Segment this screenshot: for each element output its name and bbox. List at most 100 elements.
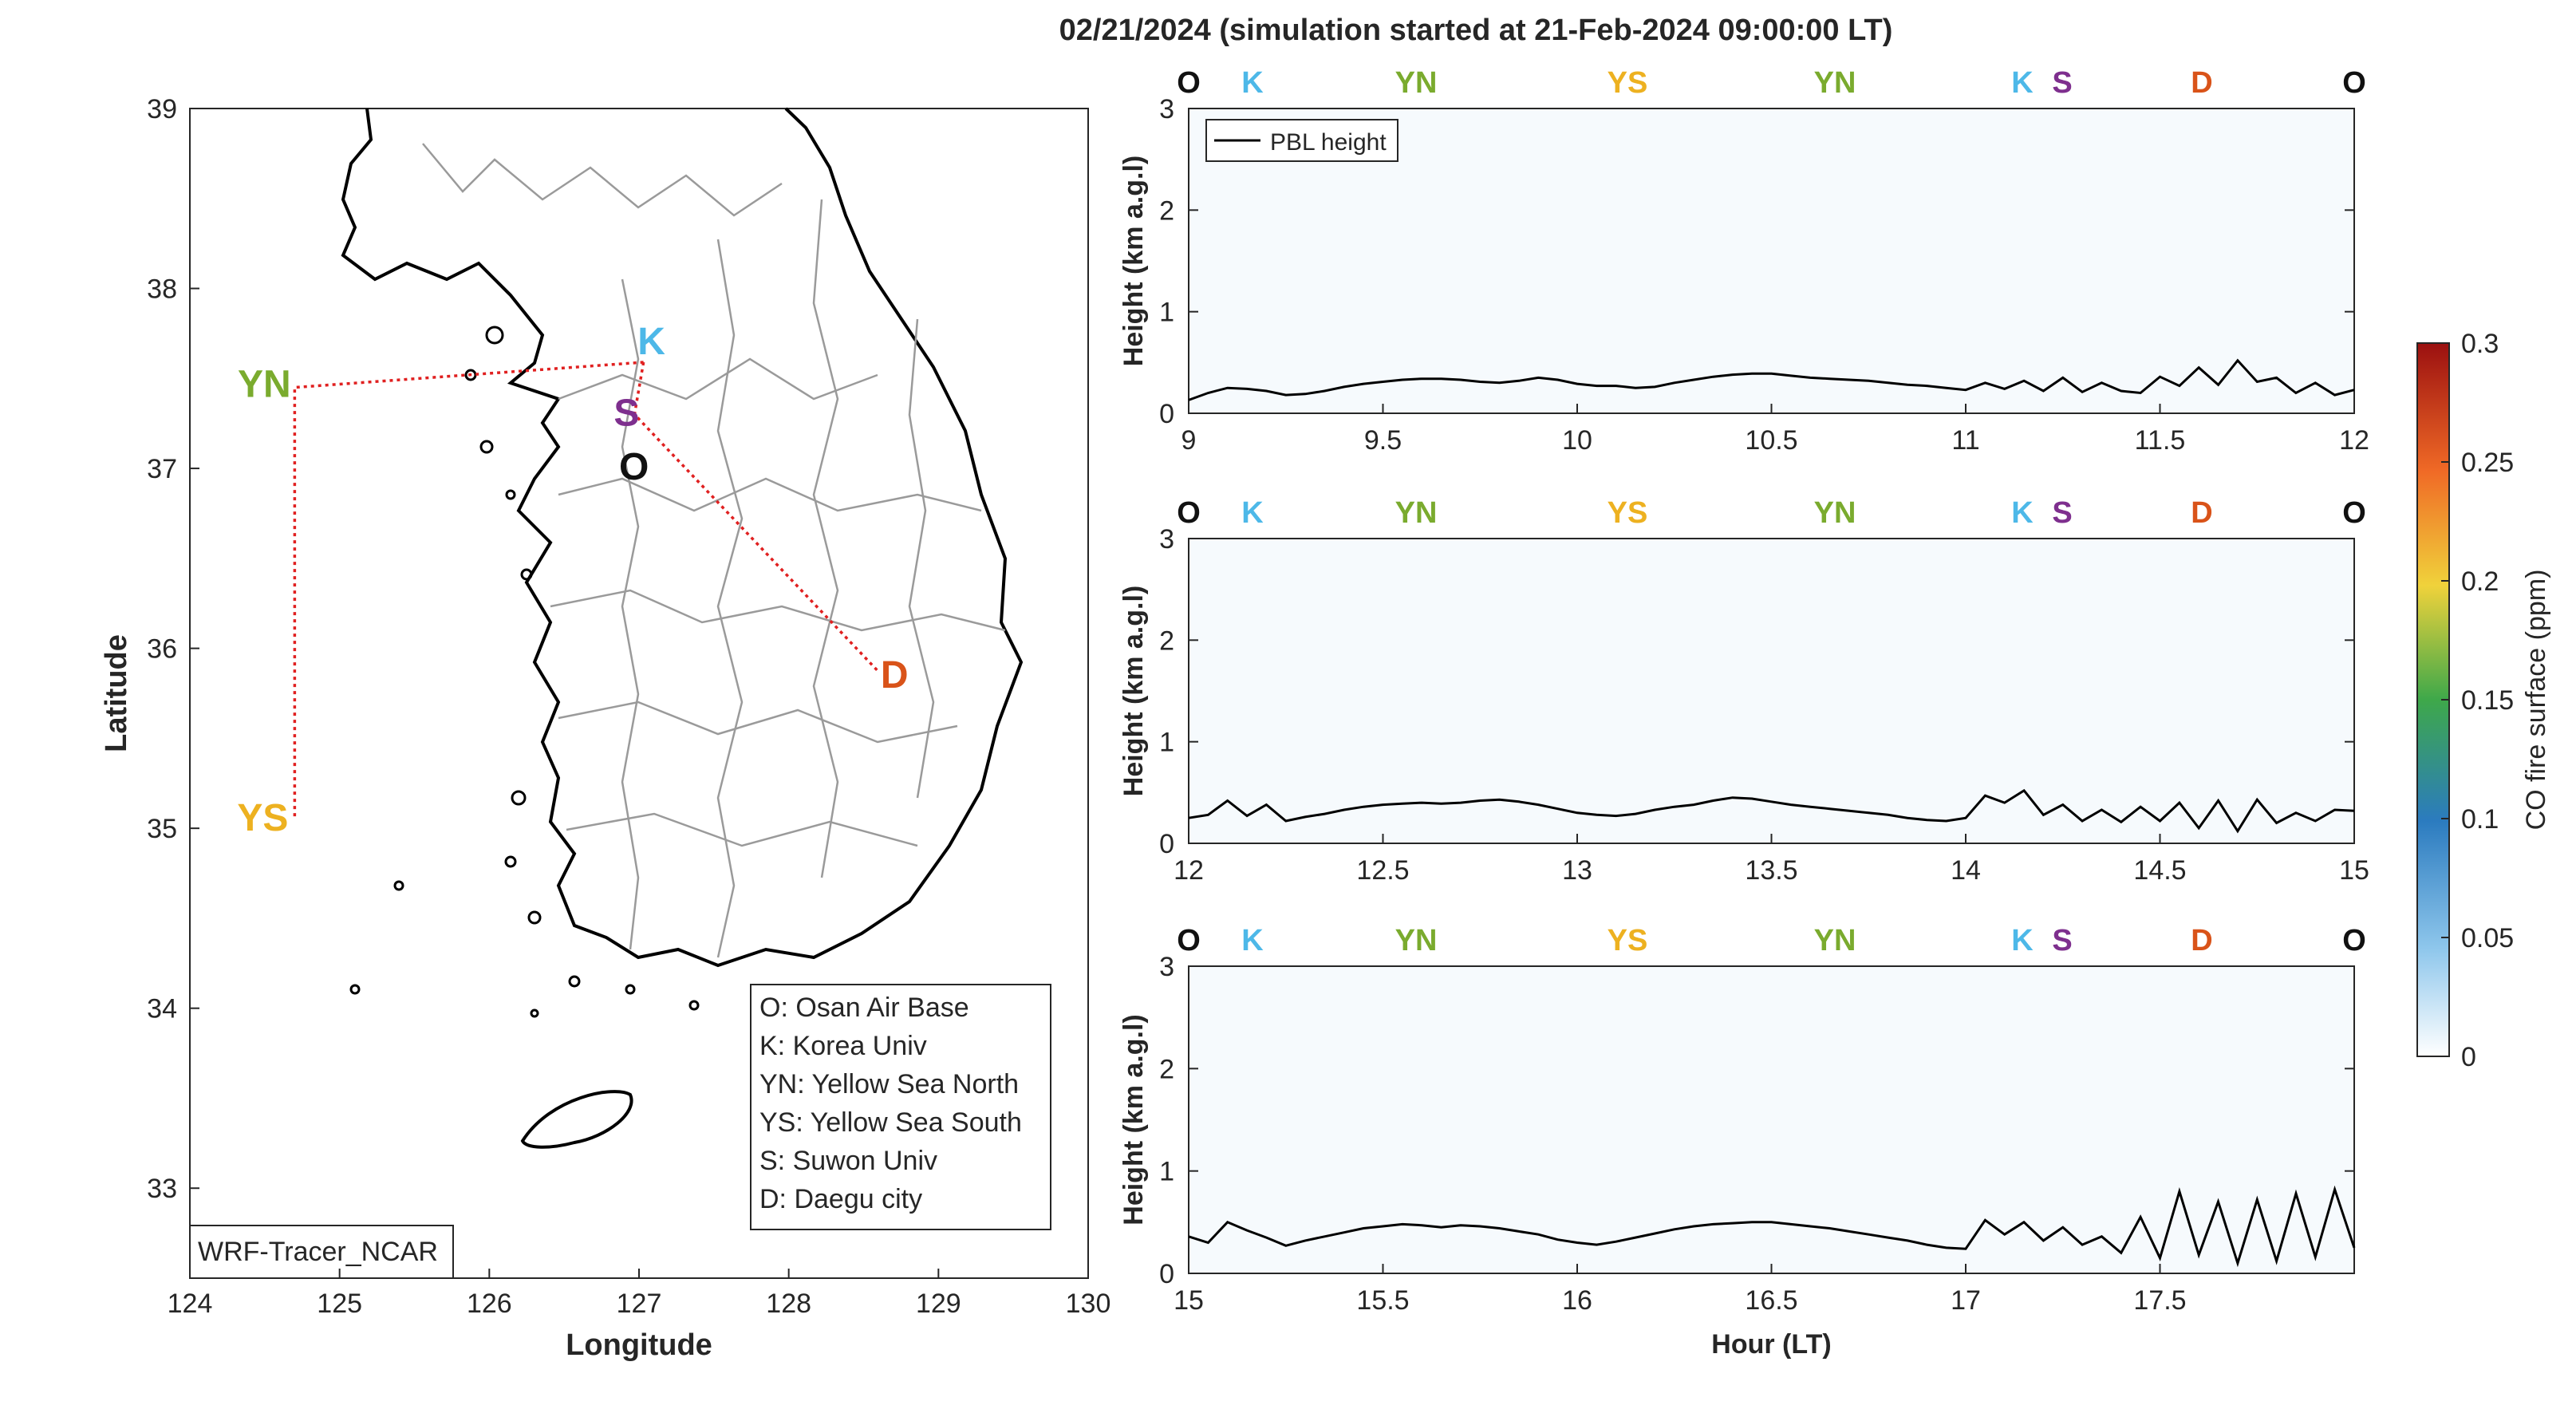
pbl-panel-3: O K YN YS YN K S D O15 15.5 16 16.5 17 17.50123Height… [1118,924,2366,1360]
panel-xtick-label: 16 [1562,1285,1592,1316]
west-coast-islands [349,326,700,1018]
panel-frame [1188,538,2355,844]
panel-xlabel: Hour (LT) [1711,1329,1831,1360]
site-label-s: S [613,392,639,434]
korea-coastline [341,107,1024,968]
map-panel: KSO YN YS D O: Osan Air Base K: Korea Univ YN… [100,94,1110,1362]
panel-ylabel: Height (km a.g.l) [1118,156,1149,366]
model-label-box [189,1225,454,1279]
pbl-panel-2: O K YN YS YN K S D O12 12.5 13 13.5 14 14.5 150123Heig… [1118,496,2369,886]
panel-xtick-label: 11.5 [2135,425,2186,456]
panel-site-label-yn: YN [1395,496,1438,530]
site-label-k: K [637,321,665,363]
panel-ytick-label: 0 [1159,829,1174,859]
panel-xtick-label: 11 [1951,425,1979,456]
map-xtick-label: 126 [467,1289,512,1319]
panel-xtick-label: 17.5 [2133,1285,2186,1316]
panel-xtick-label: 10 [1562,425,1592,456]
map-ytick-label: 37 [147,454,177,484]
panel-ytick-label: 2 [1159,1054,1174,1084]
panel-site-label-yn: YN [1814,496,1856,530]
panel-site-label-k: K [1241,496,1264,530]
panel-xtick-label: 9 [1181,425,1197,456]
panel-ytick-label: 3 [1159,952,1174,982]
map-legend-entry: YN: Yellow Sea North [759,1069,1019,1099]
panel-xtick-label: 17 [1951,1285,1981,1316]
panel-site-label-ys: YS [1608,924,1648,957]
panel-site-label-d: D [2191,924,2212,957]
site-label-o: O [619,446,649,488]
colorbar-tick-label: 0.05 [2461,923,2514,953]
panel-site-label-o: O [2342,496,2366,530]
panel-site-label-d: D [2191,66,2212,100]
panel-site-label-yn: YN [1395,66,1438,100]
panel-xtick-label: 13.5 [1745,855,1797,886]
panel-site-label-yn: YN [1814,66,1856,100]
map-ytick-label: 38 [147,274,177,305]
map-ticks: 124 125 126 127 128 129 130 39 38 37 36 35 34 33 [147,94,1110,1319]
map-ytick-label: 33 [147,1174,177,1204]
panel-xtick-label: 10.5 [1745,425,1797,456]
panel-ytick-label: 0 [1159,1259,1174,1289]
panel-site-label-d: D [2191,496,2212,530]
panel-xtick-label: 12.5 [1356,855,1409,886]
panel-xtick-label: 12 [1174,855,1204,886]
route-east-leg [633,361,880,673]
panel-site-label-ys: YS [1608,496,1648,530]
panel-ylabel: Height (km a.g.l) [1118,1014,1149,1225]
map-xtick-label: 127 [617,1289,662,1319]
panel-xtick-label: 15 [1174,1285,1204,1316]
map-xtick-label: 125 [317,1289,362,1319]
map-ytick-label: 39 [147,94,177,124]
map-xlabel: Longitude [566,1328,712,1362]
panel-xtick-label: 9.5 [1364,425,1402,456]
panel-site-label-k: K [2011,496,2034,530]
panel-site-label-ys: YS [1608,66,1648,100]
panel-xtick-label: 14.5 [2133,855,2186,886]
site-label-yn: YN [238,364,291,406]
panel-xtick-label: 14 [1951,855,1981,886]
panel-ytick-label: 0 [1159,399,1174,429]
panel-ytick-label: 2 [1159,195,1174,226]
panel-legend-label: PBL height [1270,129,1387,156]
panel-site-label-k: K [2011,924,2034,957]
panel-site-label-o: O [1177,496,1201,530]
pbl-panels: O K YN YS YN K S D O9 9.5 10 10.5 11 11.5 120123Height… [1118,66,2369,1360]
panel-ytick-label: 3 [1159,94,1174,124]
map-xtick-label: 129 [916,1289,961,1319]
map-legend-entry: S: Suwon Univ [759,1146,937,1176]
panel-site-label-k: K [1241,66,1264,100]
pbl-panel-1: O K YN YS YN K S D O9 9.5 10 10.5 11 11.5 120123Height… [1118,66,2369,456]
flight-route [293,361,880,819]
panel-ytick-label: 3 [1159,524,1174,555]
map-ytick-label: 34 [147,994,177,1024]
province-boundaries [422,143,1006,958]
map-legend-entry: YS: Yellow Sea South [759,1107,1022,1138]
pbl-height-line [1188,358,2355,401]
map-ytick-label: 35 [147,814,177,844]
panel-xtick-label: 15.5 [1356,1285,1409,1316]
figure-title: 02/21/2024 (simulation started at 21-Feb… [1059,14,1893,47]
panel-site-label-s: S [2052,496,2072,530]
panel-site-label-k: K [2011,66,2034,100]
panel-xtick-label: 16.5 [1745,1285,1797,1316]
map-ylabel: Latitude [100,634,133,752]
colorbar-tick-label: 0.15 [2461,685,2514,716]
map-legend-box [750,984,1051,1230]
panel-site-label-o: O [2342,66,2366,100]
map-legend-entry: K: Korea Univ [759,1031,927,1061]
site-labels: KSO YN YS D [237,321,908,839]
map-xtick-label: 124 [168,1289,213,1319]
colorbar-tick-label: 0.25 [2461,448,2514,478]
panel-site-label-k: K [1241,924,1264,957]
panel-ytick-label: 1 [1159,728,1174,758]
panel-ytick-label: 1 [1159,1157,1174,1187]
panel-site-label-o: O [1177,66,1201,100]
colorbar-tick-label: 0.3 [2461,329,2499,359]
map-ytick-label: 36 [147,634,177,665]
panel-ylabel: Height (km a.g.l) [1118,586,1149,796]
site-label-d: D [881,654,909,697]
route-west-leg [293,361,644,819]
panel-site-label-s: S [2052,66,2072,100]
